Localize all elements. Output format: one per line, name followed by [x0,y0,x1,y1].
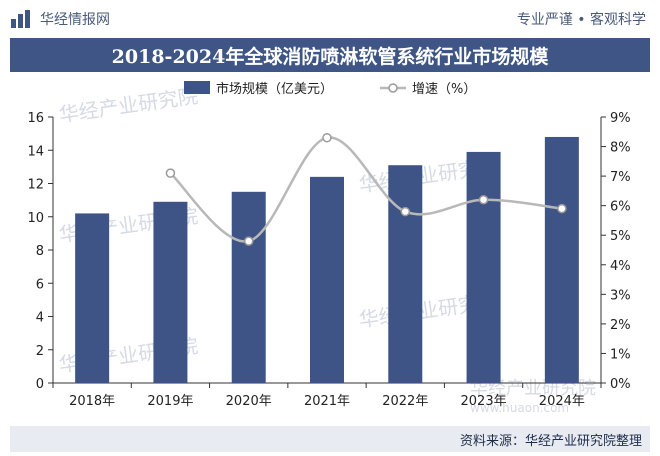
y-tick-label: 16 [27,111,44,126]
y-tick-label: 14 [27,144,44,159]
bar [310,176,344,383]
bar [153,201,188,383]
top-bar: 华经情报网 专业严谨 • 客观科学 [0,0,660,38]
y2-tick-label: 4% [610,259,631,274]
legend: 市场规模（亿美元） 增速（%） [184,81,476,97]
y2-tick-label: 3% [610,288,631,303]
line-point [322,132,332,143]
source-note: 资料来源：华经产业研究院整理 [459,434,642,449]
y2-tick-label: 7% [610,170,631,185]
y2-tick-label: 5% [610,229,631,244]
watermark-text: 华经产业研究院 [57,84,199,127]
bar [544,136,579,383]
line-point [243,236,254,246]
watermark-url: www.huaon.com [470,401,569,415]
legend-bar-swatch [184,81,210,94]
x-tick-label: 2022年 [382,394,428,409]
bar-chart-logo-icon [11,10,30,28]
chart-area: 华经产业研究院 华经产业研究院 华经产业研究院 华经产业研究院 华经产业研究院 … [27,81,631,415]
y-tick-label: 6 [36,277,44,292]
y-tick-label: 12 [27,178,44,193]
y2-tick-label: 8% [610,141,631,156]
x-tick-label: 2023年 [461,394,507,409]
y-tick-label: 0 [36,377,44,392]
y-tick-label: 10 [27,211,44,226]
x-tick-label: 2021年 [304,394,350,409]
brand-slogan: 专业严谨 • 客观科学 [516,12,646,28]
brand-name: 华经情报网 [40,12,110,28]
line-point [165,168,176,178]
footer-bar: 资料来源：华经产业研究院整理 [10,426,650,452]
y2-tick-label: 6% [610,200,631,215]
x-tick-label: 2024年 [539,394,585,409]
chart-title-bar: 2018-2024年全球消防喷淋软管系统行业市场规模 [10,38,650,72]
y-tick-label: 4 [36,311,44,326]
bar [75,213,110,383]
y2-tick-label: 0% [610,377,631,392]
y2-tick-label: 9% [610,111,631,126]
x-tick-label: 2018年 [69,394,115,409]
bar [388,165,423,383]
y2-tick-label: 2% [610,318,631,333]
bar [231,191,266,383]
bar [466,151,501,383]
legend-bar-label: 市场规模（亿美元） [216,81,333,97]
y-tick-label: 2 [36,344,44,359]
y2-tick-label: 1% [610,347,631,362]
line-series [165,132,567,246]
bar-series [75,136,579,383]
chart-title: 2018-2024年全球消防喷淋软管系统行业市场规模 [111,45,549,68]
line-point [478,195,489,205]
legend-line-marker [388,83,398,93]
line-point [557,203,567,214]
line-point [400,206,411,217]
x-tick-label: 2020年 [226,394,272,409]
legend-line-label: 增速（%） [412,82,476,97]
y-tick-label: 8 [36,244,44,259]
x-tick-label: 2019年 [147,394,193,409]
